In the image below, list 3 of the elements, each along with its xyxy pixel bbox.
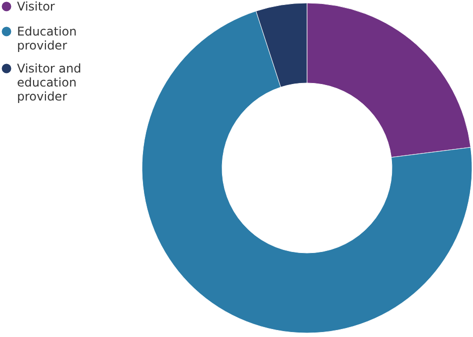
legend-label: Visitor <box>17 0 55 14</box>
legend-label: Visitor and education provider <box>17 62 82 104</box>
legend-label: Education provider <box>17 24 77 52</box>
